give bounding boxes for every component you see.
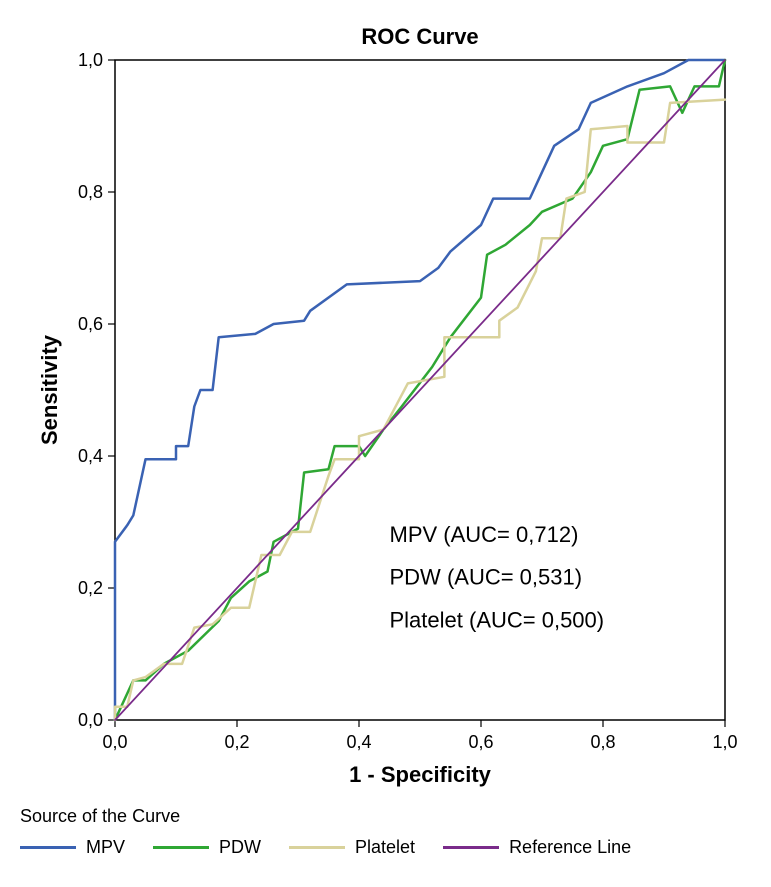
legend-label: Platelet: [355, 837, 415, 858]
y-axis-label: Sensitivity: [37, 334, 62, 445]
y-tick-label: 0,4: [78, 446, 103, 466]
y-tick-label: 1,0: [78, 50, 103, 70]
x-tick-label: 0,4: [346, 732, 371, 752]
legend-swatch: [153, 846, 209, 849]
y-tick-label: 0,8: [78, 182, 103, 202]
legend-label: PDW: [219, 837, 261, 858]
x-tick-label: 0,2: [224, 732, 249, 752]
x-tick-label: 0,6: [468, 732, 493, 752]
chart-bg: [20, 20, 751, 800]
roc-svg: ROC Curve 0,0 0,2 0,4 0,6 0,8 1,0 0,0 0,2 0,4 0,6 0…: [20, 20, 751, 800]
x-tick-label: 0,8: [590, 732, 615, 752]
y-tick-label: 0,0: [78, 710, 103, 730]
x-tick-label: 0,0: [102, 732, 127, 752]
legend-swatch: [20, 846, 76, 849]
legend-row: MPV PDW Platelet Reference Line: [20, 827, 751, 858]
legend-item: PDW: [153, 837, 261, 858]
x-axis-label: 1 - Specificity: [349, 762, 492, 787]
x-tick-label: 1,0: [712, 732, 737, 752]
legend-item: Platelet: [289, 837, 415, 858]
legend-title: Source of the Curve: [20, 800, 751, 827]
legend-label: MPV: [86, 837, 125, 858]
roc-chart: ROC Curve 0,0 0,2 0,4 0,6 0,8 1,0 0,0 0,2 0,4 0,6 0…: [20, 20, 751, 858]
chart-title: ROC Curve: [361, 24, 478, 49]
auc-annotation: MPV (AUC= 0,712): [390, 522, 579, 547]
legend-swatch: [443, 846, 499, 849]
legend-item: Reference Line: [443, 837, 631, 858]
auc-annotation: Platelet (AUC= 0,500): [390, 608, 605, 633]
auc-annotation: PDW (AUC= 0,531): [390, 565, 583, 590]
y-tick-label: 0,6: [78, 314, 103, 334]
y-tick-label: 0,2: [78, 578, 103, 598]
legend-swatch: [289, 846, 345, 849]
legend-label: Reference Line: [509, 837, 631, 858]
legend-item: MPV: [20, 837, 125, 858]
